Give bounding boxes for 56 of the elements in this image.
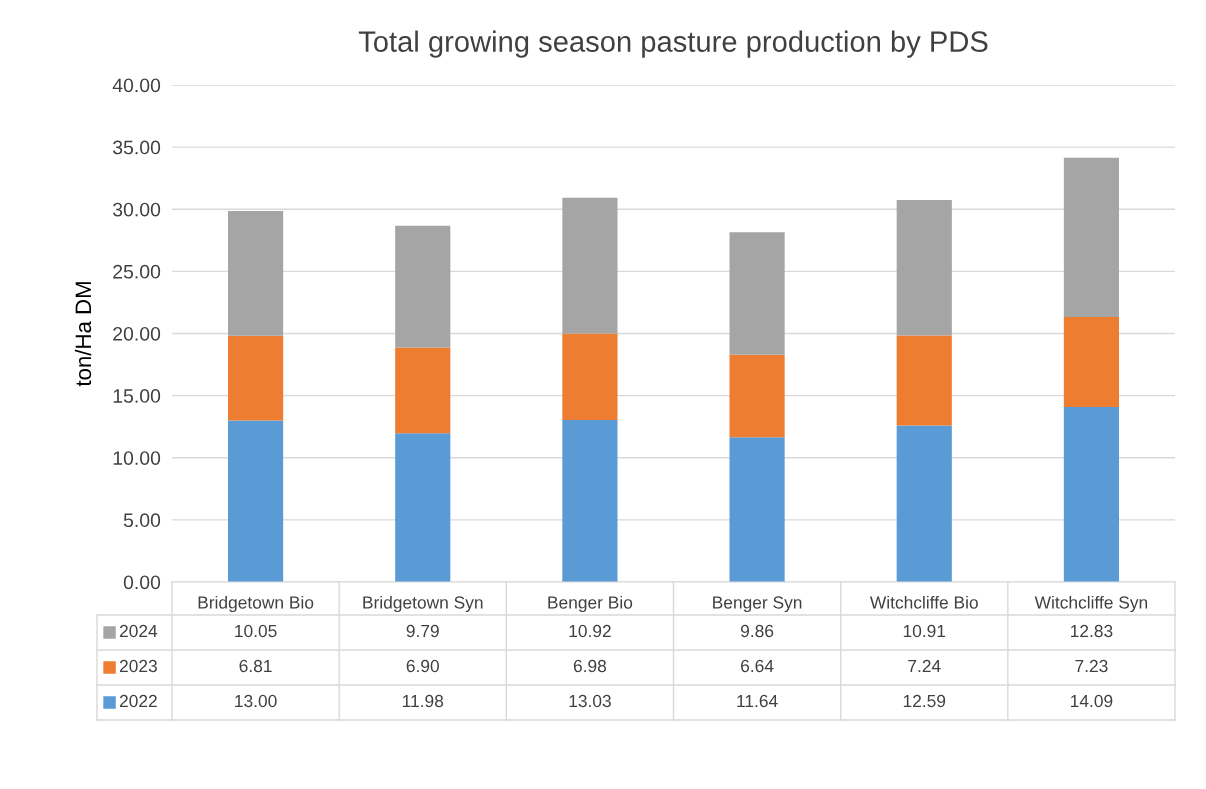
bar <box>562 420 618 582</box>
bar <box>562 333 618 421</box>
bar <box>562 197 618 334</box>
bar <box>896 200 952 336</box>
data-label: 9.79 <box>406 624 439 638</box>
y-tick-label: 0.00 <box>123 575 161 590</box>
bar <box>729 232 785 355</box>
y-tick-label: 15.00 <box>113 389 161 403</box>
data-label: 14.09 <box>1071 694 1113 708</box>
chart-title: Total growing season pasture production by PDS <box>358 30 988 58</box>
bar <box>1063 317 1119 407</box>
bar <box>1063 157 1119 318</box>
bar <box>729 437 785 582</box>
data-label: 10.91 <box>903 624 946 638</box>
data-label: 12.59 <box>903 694 946 708</box>
x-tick-label: Bridgetown Bio <box>198 595 314 613</box>
data-label: 10.92 <box>569 624 611 638</box>
data-label: 13.00 <box>235 694 277 708</box>
data-label: 12.83 <box>1071 624 1113 638</box>
legend-label: 2022 <box>119 694 157 708</box>
bar <box>395 347 451 434</box>
y-tick-label: 10.00 <box>113 451 161 465</box>
y-tick-label: 25.00 <box>113 264 161 279</box>
bar <box>228 420 284 582</box>
x-tick-label: Witchcliffe Bio <box>869 595 978 609</box>
data-label: 6.64 <box>741 659 774 673</box>
bar <box>896 335 952 426</box>
x-tick-label: Benger Syn <box>713 596 802 613</box>
data-label: 6.81 <box>239 659 272 673</box>
y-tick-label: 35.00 <box>112 140 161 155</box>
x-tick-label: Bridgetown Syn <box>363 595 483 613</box>
y-tick-label: 5.00 <box>123 513 161 528</box>
data-label: 10.05 <box>235 624 277 638</box>
data-label: 9.86 <box>741 624 774 638</box>
y-tick-label: 20.00 <box>113 326 161 341</box>
y-tick-label: 30.00 <box>112 202 161 217</box>
data-label: 7.24 <box>908 659 941 672</box>
data-label: 7.23 <box>1075 659 1108 673</box>
x-tick-label: Witchcliffe Syn <box>1034 595 1148 613</box>
bar <box>228 210 284 336</box>
legend-label: 2024 <box>119 624 158 638</box>
bar <box>1063 406 1119 582</box>
bar <box>228 335 284 421</box>
data-label: 6.90 <box>406 659 439 673</box>
y-axis-title: ton/Ha DM <box>74 282 92 387</box>
data-label: 6.98 <box>573 659 607 673</box>
data-label: 11.98 <box>402 694 444 708</box>
bar <box>395 433 451 582</box>
y-tick-label: 40.00 <box>112 78 161 93</box>
data-label: 11.64 <box>737 694 778 708</box>
bar <box>896 425 952 582</box>
data-label: 13.03 <box>569 694 611 708</box>
bar <box>395 225 451 348</box>
bar <box>729 354 785 438</box>
x-tick-label: Benger Bio <box>548 595 633 613</box>
legend-label: 2023 <box>119 659 157 673</box>
